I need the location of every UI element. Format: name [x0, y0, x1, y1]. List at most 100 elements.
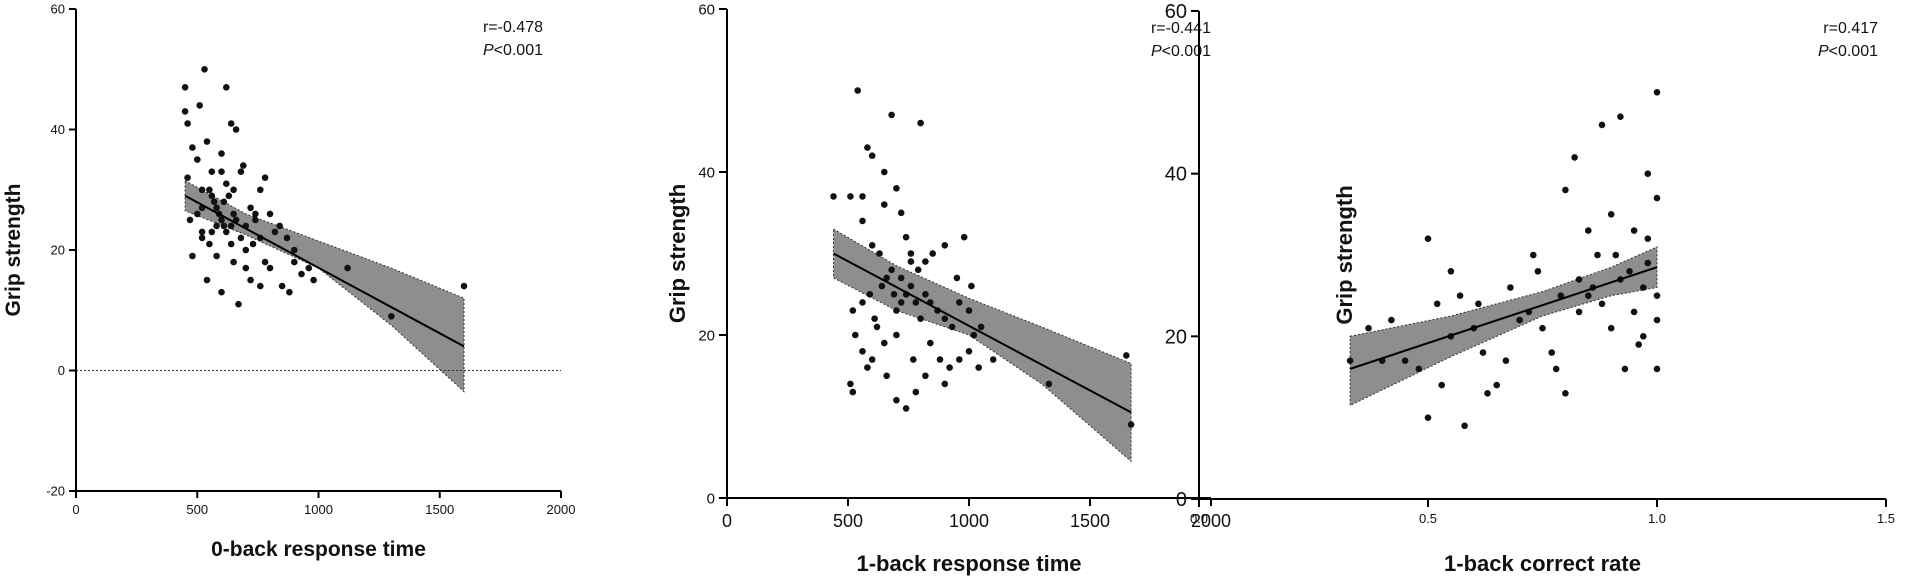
data-point [907, 282, 915, 290]
data-point [881, 201, 888, 208]
data-point [956, 299, 963, 306]
data-point [298, 270, 305, 278]
data-point [1516, 316, 1523, 324]
data-point [208, 228, 216, 236]
data-point [235, 300, 242, 308]
correlation-coefficient: r=0.417 [1823, 20, 1878, 37]
data-point [230, 210, 237, 218]
p-value-rest: <0.001 [494, 42, 543, 59]
y-axis-title: Grip strength [2, 183, 25, 316]
data-point [929, 250, 936, 257]
data-point [881, 339, 888, 347]
data-point [1507, 284, 1514, 291]
data-point [257, 282, 264, 290]
data-point [237, 168, 245, 175]
data-point [201, 66, 208, 73]
data-point [223, 228, 230, 236]
data-point [1424, 414, 1432, 422]
data-point [1612, 251, 1620, 259]
data-point [1640, 333, 1647, 340]
y-tick-label: 40 [51, 122, 65, 137]
data-point [847, 380, 854, 388]
x-tick-label: 0.0 [1190, 511, 1208, 526]
x-tick-label: 1500 [1070, 511, 1110, 531]
data-point [1607, 211, 1615, 218]
y-tick-label: 40 [698, 164, 715, 181]
x-tick-label: 1.5 [1877, 511, 1895, 526]
data-point [230, 258, 237, 266]
data-point [223, 84, 230, 91]
data-point [868, 356, 876, 363]
data-point [864, 144, 871, 151]
regression-line [833, 252, 1132, 414]
data-point [227, 240, 235, 248]
data-point [257, 186, 264, 194]
data-point [247, 276, 254, 284]
p-symbol: P [1151, 43, 1162, 60]
data-point [1598, 121, 1606, 129]
data-point [203, 138, 211, 145]
data-point [883, 372, 890, 380]
data-point [910, 356, 917, 363]
data-point [261, 174, 269, 181]
data-point [218, 288, 225, 296]
p-value-rest: <0.001 [1162, 43, 1211, 60]
data-point [208, 192, 216, 200]
data-point [181, 108, 189, 115]
data-point [252, 210, 259, 218]
data-point [871, 315, 878, 323]
data-point [1424, 235, 1432, 242]
p-value: P<0.001 [1818, 43, 1878, 60]
data-point [1562, 186, 1569, 194]
data-point [305, 264, 313, 272]
data-point [1479, 349, 1487, 356]
data-point [213, 252, 220, 260]
data-point [1630, 227, 1638, 234]
data-point [1438, 381, 1445, 389]
x-tick-label: 500 [186, 502, 208, 517]
x-axis-title: 1-back correct rate [1444, 551, 1641, 576]
data-point [266, 264, 274, 272]
data-point [912, 299, 920, 306]
data-point [876, 250, 883, 257]
data-point [881, 168, 888, 176]
x-tick-label: 1000 [304, 502, 333, 517]
data-point [218, 168, 225, 175]
data-point [1644, 235, 1652, 242]
data-point [196, 102, 203, 109]
data-point [344, 264, 351, 272]
regression-line [184, 194, 465, 348]
data-point [907, 258, 915, 265]
data-point [1562, 390, 1569, 397]
x-tick-label: 500 [833, 511, 863, 531]
data-point [866, 291, 874, 298]
data-point [917, 315, 924, 323]
data-point [1534, 268, 1542, 275]
data-point [975, 364, 982, 371]
data-point [210, 198, 218, 206]
y-axis-title: Grip strength [1332, 185, 1357, 324]
data-point [859, 193, 866, 200]
data-point [460, 282, 468, 290]
y-tick-label: 20 [1165, 326, 1187, 348]
data-point [225, 192, 233, 200]
data-point [968, 282, 975, 290]
data-point [912, 388, 920, 396]
data-point [1461, 422, 1468, 430]
x-tick-label: 1000 [949, 511, 989, 531]
data-point [249, 240, 257, 248]
data-point [977, 323, 985, 331]
data-point [852, 331, 859, 339]
data-point [198, 228, 206, 236]
data-point [970, 331, 978, 339]
data-point [873, 323, 881, 331]
confidence-band [184, 179, 465, 393]
data-point [237, 234, 245, 242]
data-point [1548, 349, 1555, 356]
data-point [208, 168, 216, 175]
data-point [917, 119, 924, 127]
data-point [854, 87, 861, 94]
y-tick-label: 0 [1176, 489, 1187, 511]
